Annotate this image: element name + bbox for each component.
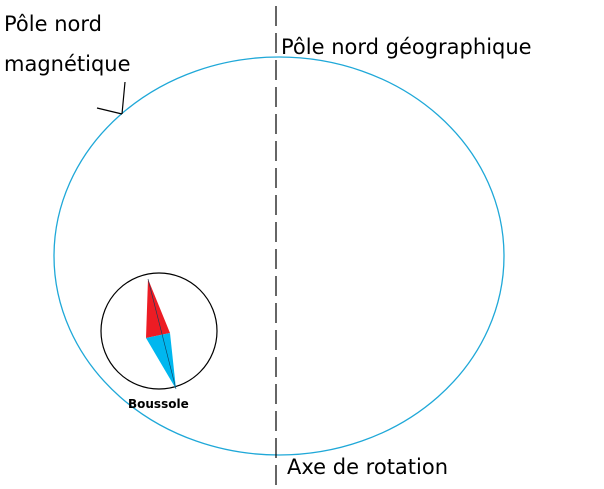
rotation-axis-label: Axe de rotation <box>287 455 448 479</box>
magnetic-north-label-line1: Pôle nord <box>4 12 102 36</box>
earth-outline <box>53 56 505 456</box>
compass-label: Boussole <box>128 397 189 411</box>
compass-icon <box>100 272 218 390</box>
magnetic-north-arrow-icon <box>96 81 126 115</box>
compass-needle-south <box>146 333 176 389</box>
geographic-north-label: Pôle nord géographique <box>281 35 532 59</box>
compass-needle-axis <box>147 278 177 390</box>
magnetic-north-label-line2: magnétique <box>4 52 131 76</box>
